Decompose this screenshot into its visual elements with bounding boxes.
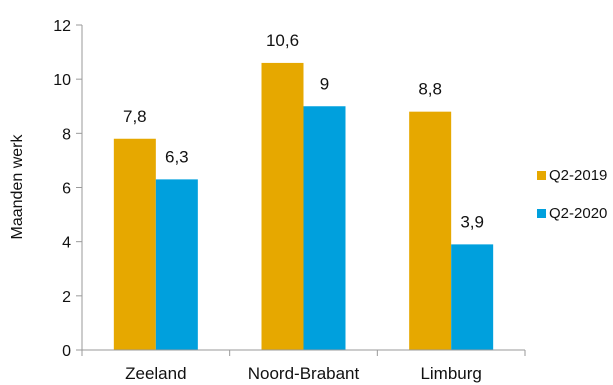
x-tick-label: Noord-Brabant (248, 364, 360, 383)
y-tick-label: 6 (62, 181, 71, 198)
x-tick-label: Limburg (420, 364, 481, 383)
legend: Q2-2019 Q2-2020 (537, 167, 607, 222)
data-label: 3,9 (460, 212, 484, 231)
data-labels: 7,8 6,3 10,6 9 8,8 3,9 (123, 31, 484, 231)
legend-label: Q2-2020 (549, 205, 607, 222)
bar (155, 179, 198, 350)
y-tick-label: 8 (62, 126, 71, 143)
legend-swatch (537, 209, 546, 218)
data-label: 10,6 (266, 31, 299, 50)
y-tick-label: 2 (62, 289, 71, 306)
data-label: 6,3 (165, 147, 189, 166)
y-tick-label: 0 (62, 343, 71, 360)
y-axis-title: Maanden werk (9, 134, 26, 240)
data-label: 8,8 (418, 80, 442, 99)
x-axis: Zeeland Noord-Brabant Limburg (81, 349, 526, 383)
bar (113, 138, 156, 350)
y-tick-label: 10 (53, 72, 71, 89)
data-label: 9 (320, 74, 329, 93)
y-axis: 0 2 4 6 8 10 12 (53, 18, 83, 360)
legend-label: Q2-2019 (549, 167, 607, 184)
bar (451, 244, 494, 350)
legend-swatch (537, 171, 546, 180)
bar (303, 106, 346, 350)
y-tick-label: 4 (62, 235, 71, 252)
data-label: 7,8 (123, 107, 147, 126)
bars (113, 62, 494, 351)
x-tick-label: Zeeland (125, 364, 186, 383)
bar (409, 111, 452, 351)
y-tick-label: 12 (53, 18, 71, 35)
bar (261, 62, 304, 351)
